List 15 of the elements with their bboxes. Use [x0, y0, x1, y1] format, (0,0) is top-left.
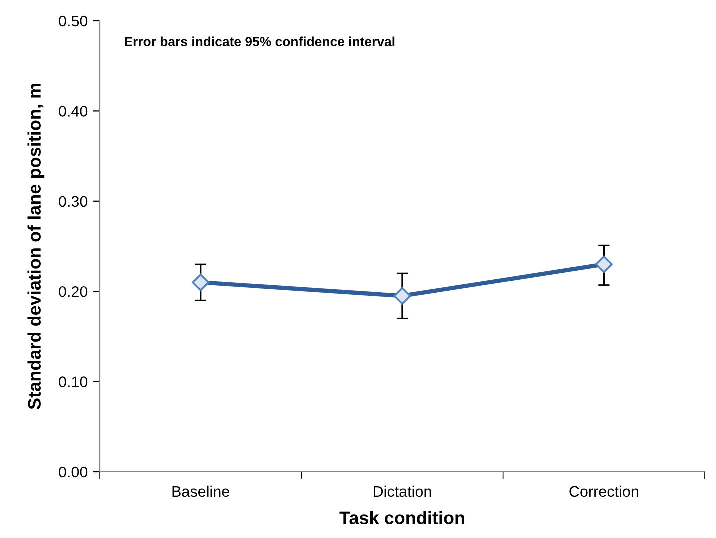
y-tick-label: 0.30	[59, 196, 88, 208]
point	[192, 274, 210, 292]
y-tick-label: 0.20	[59, 286, 88, 298]
y-axis-title: Standard deviation of lane position, m	[28, 84, 45, 410]
point	[394, 287, 412, 305]
y-tick-label: 0.40	[59, 106, 88, 117]
x-tick-label: Baseline	[172, 486, 230, 498]
y-tick-label: 0.50	[59, 16, 88, 27]
x-tick-label: Correction	[570, 486, 638, 498]
x-tick-label: Dictation	[374, 486, 432, 498]
y-tick-label: 0.00	[59, 466, 88, 478]
point	[595, 256, 613, 274]
x-axis-title: Task condition	[340, 511, 464, 525]
y-tick-label: 0.10	[59, 376, 88, 388]
annotation: Error bars indicate 95% confidence interval	[125, 36, 395, 46]
